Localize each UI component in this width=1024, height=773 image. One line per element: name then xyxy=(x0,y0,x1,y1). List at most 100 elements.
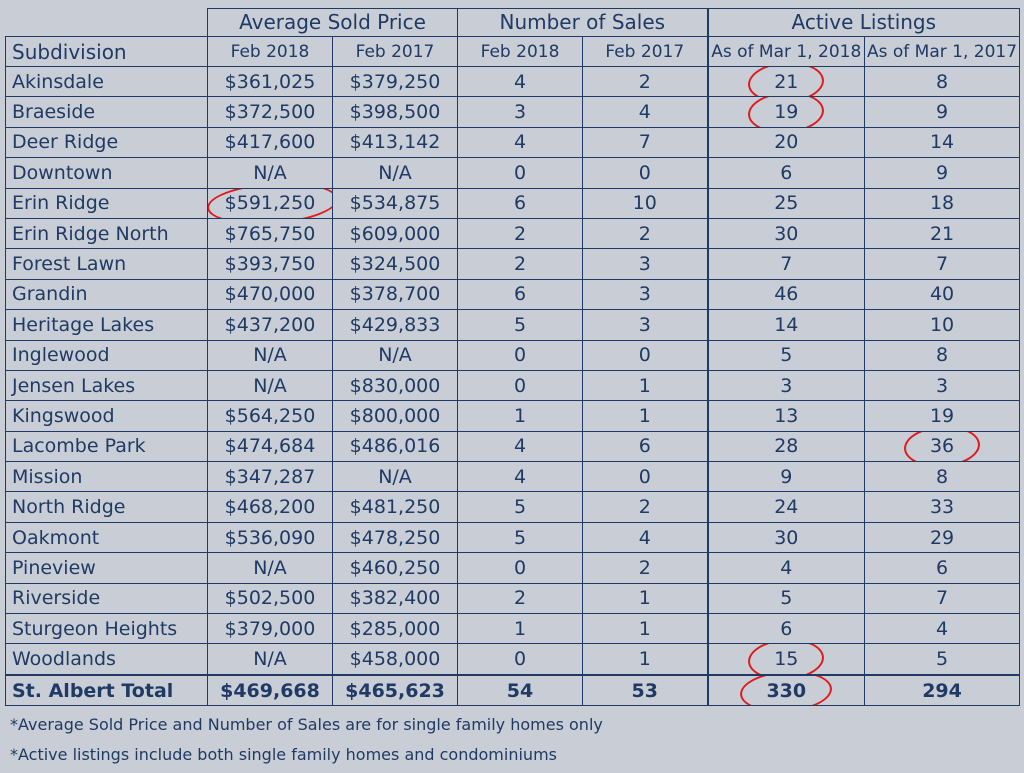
group-avg-sold-price: Average Sold Price xyxy=(206,8,459,37)
table-cell-s17: 1 xyxy=(582,369,709,402)
table-cell-name: Inglewood xyxy=(5,339,208,371)
table-row: Jensen Lakes N/A $830,000 0 1 3 3 xyxy=(5,369,1021,402)
cell-value: 5 xyxy=(513,313,527,336)
table-cell-a17: 29 xyxy=(864,521,1021,554)
cell-value: 2 xyxy=(638,496,651,519)
cell-value: 7 xyxy=(935,253,949,276)
table-cell-name: Riverside xyxy=(5,582,208,615)
cell-value: $469,668 xyxy=(220,679,320,702)
cell-value: 46 xyxy=(774,283,799,306)
table-cell-p17: N/A xyxy=(331,157,459,189)
cell-value: Riverside xyxy=(12,587,101,610)
col-sales-feb2017: Feb 2017 xyxy=(582,36,709,67)
table-cell-name: Sturgeon Heights xyxy=(5,613,208,645)
table-cell-s18: 5 xyxy=(457,309,584,341)
table-cell-name: Pineview xyxy=(5,552,208,584)
cell-value: 7 xyxy=(780,253,793,276)
table-cell-p17: $481,250 xyxy=(331,491,459,523)
cell-value: $465,623 xyxy=(345,679,445,702)
table-cell-name: Grandin xyxy=(5,278,208,311)
table-cell-s17: 2 xyxy=(582,491,709,523)
table-row: Deer Ridge $417,600 $413,142 4 7 20 14 xyxy=(5,126,1021,159)
cell-value: 30 xyxy=(774,526,799,549)
cell-value: $564,250 xyxy=(224,404,316,427)
table-cell-p17: $378,700 xyxy=(331,278,459,311)
cell-value: $478,250 xyxy=(349,526,441,549)
table-cell-p17: $478,250 xyxy=(331,521,459,554)
table-cell-s17: 1 xyxy=(582,400,709,432)
table-cell-p17: $830,000 xyxy=(331,369,459,402)
table-cell-a17: 7 xyxy=(864,248,1021,280)
cell-value: $502,500 xyxy=(224,587,316,610)
table-cell-p17: $458,000 xyxy=(331,643,459,676)
table-cell-name: Heritage Lakes xyxy=(5,309,208,341)
table-cell-name: Downtown xyxy=(5,157,208,189)
cell-value: N/A xyxy=(253,556,287,579)
table-cell-p17: N/A xyxy=(331,461,459,493)
cell-value: $468,200 xyxy=(224,496,316,519)
cell-value: 3 xyxy=(638,313,651,336)
cell-value: 21 xyxy=(774,68,798,96)
table-cell-s17: 2 xyxy=(582,65,709,98)
table-cell-a17: 8 xyxy=(864,65,1021,98)
table-cell-s17: 7 xyxy=(582,126,709,159)
table-cell-s18: 1 xyxy=(457,400,584,432)
table-cell-p18: $765,750 xyxy=(207,217,333,250)
table-cell-a18: 19 xyxy=(706,96,866,128)
table-cell-p17: N/A xyxy=(331,339,459,371)
cell-value: 9 xyxy=(935,161,949,184)
table-cell-a18: 46 xyxy=(706,278,866,311)
table-body: Akinsdale $361,025 $379,250 4 2 21 8 Braeside $3… xyxy=(5,65,1021,707)
table-cell-p18: N/A xyxy=(207,339,333,371)
table-cell-p17: $413,142 xyxy=(331,126,459,159)
cell-value: N/A xyxy=(378,465,412,488)
cell-value: 0 xyxy=(513,374,527,397)
table-cell-a17: 8 xyxy=(864,461,1021,493)
cell-value: 5 xyxy=(780,344,793,367)
table-cell-p18: $468,200 xyxy=(207,491,333,523)
table-cell-p17: $609,000 xyxy=(331,217,459,250)
table-cell-s17: 1 xyxy=(582,613,709,645)
table-cell-s17: 6 xyxy=(582,430,709,463)
table-cell-name: Jensen Lakes xyxy=(5,369,208,402)
table-cell-s18: 4 xyxy=(457,430,584,463)
table-cell-name: Kingswood xyxy=(5,400,208,432)
table-cell-a18: 330 xyxy=(706,673,866,707)
table-cell-name: North Ridge xyxy=(5,491,208,523)
cell-value: 40 xyxy=(929,283,955,306)
cell-value: $609,000 xyxy=(349,222,441,245)
table-cell-s18: 54 xyxy=(457,673,584,707)
table-cell-s18: 4 xyxy=(457,65,584,98)
cell-value: $437,200 xyxy=(224,313,316,336)
cell-value: 8 xyxy=(935,465,949,488)
table-cell-a18: 20 xyxy=(706,126,866,159)
table-cell-s18: 0 xyxy=(457,339,584,371)
cell-value: 5 xyxy=(780,587,793,610)
cell-value: 25 xyxy=(774,192,799,215)
table-cell-s18: 0 xyxy=(457,369,584,402)
table-row: Inglewood N/A N/A 0 0 5 8 xyxy=(5,339,1021,371)
table-cell-p18: $393,750 xyxy=(207,248,333,280)
table-cell-name: Deer Ridge xyxy=(5,126,208,159)
cell-value: 20 xyxy=(774,131,799,154)
cell-value: 6 xyxy=(513,192,527,215)
table-cell-p18: $474,684 xyxy=(207,430,333,463)
cell-value: Kingswood xyxy=(12,404,115,427)
table-cell-s18: 4 xyxy=(457,461,584,493)
cell-value: $800,000 xyxy=(349,404,441,427)
table-cell-s18: 3 xyxy=(457,96,584,128)
cell-value: 14 xyxy=(929,131,955,154)
table-cell-s17: 0 xyxy=(582,461,709,493)
cell-value: N/A xyxy=(378,161,412,184)
table-cell-a17: 9 xyxy=(864,157,1021,189)
table-cell-s18: 0 xyxy=(457,552,584,584)
col-price-feb2018: Feb 2018 xyxy=(207,36,333,67)
table-cell-s17: 10 xyxy=(582,187,709,219)
cell-value: 30 xyxy=(774,222,799,245)
table-cell-p18: $470,000 xyxy=(207,278,333,311)
cell-value: North Ridge xyxy=(12,496,126,519)
table-cell-a17: 18 xyxy=(864,187,1021,219)
cell-value: $324,500 xyxy=(349,253,441,276)
cell-value: Erin Ridge North xyxy=(12,222,169,245)
table-cell-s17: 3 xyxy=(582,309,709,341)
